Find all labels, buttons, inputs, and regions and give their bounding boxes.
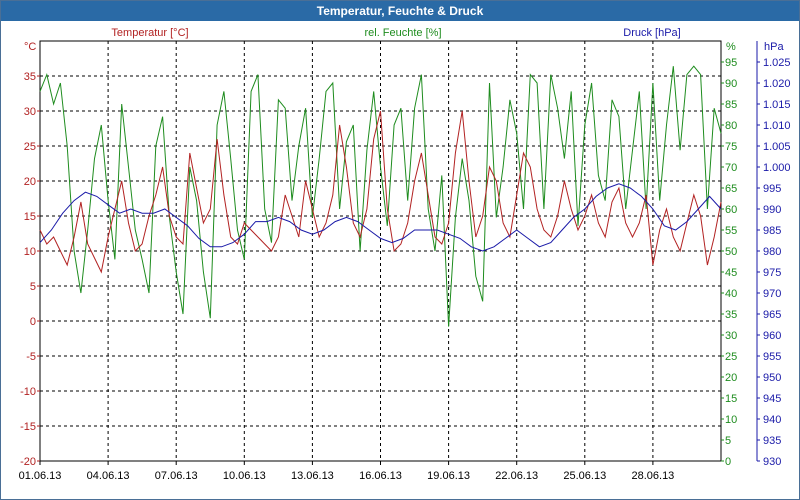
press-tick-label: 930 xyxy=(763,456,781,468)
hum-tick-label: 55 xyxy=(725,225,737,237)
x-tick-label: 22.06.13 xyxy=(495,470,538,482)
hum-tick-label: 0 xyxy=(725,456,731,468)
temp-tick-label: -5 xyxy=(26,351,36,363)
temp-tick-label: -15 xyxy=(20,421,36,433)
hum-tick-label: 25 xyxy=(725,351,737,363)
x-tick-label: 04.06.13 xyxy=(87,470,130,482)
hum-tick-label: 90 xyxy=(725,78,737,90)
x-tick-label: 01.06.13 xyxy=(19,470,62,482)
hum-tick-label: 60 xyxy=(725,204,737,216)
humidity-unit-label: % xyxy=(726,41,736,53)
hum-series-line xyxy=(39,65,722,327)
pressure-axis: 1.025 1.020 1.015 1.010 1.005 1.000 995 990 985 9… xyxy=(756,41,791,468)
series-group xyxy=(39,65,722,327)
hum-tick-label: 30 xyxy=(725,330,737,342)
temp-tick-label: 15 xyxy=(24,211,36,223)
temperature-axis-title: Temperatur [°C] xyxy=(111,27,188,39)
x-tick-label: 28.06.13 xyxy=(631,470,674,482)
hum-tick-label: 45 xyxy=(725,267,737,279)
press-tick-label: 1.020 xyxy=(763,78,791,90)
press-tick-label: 1.000 xyxy=(763,162,791,174)
x-tick-label: 10.06.13 xyxy=(223,470,266,482)
temp-series-line xyxy=(39,110,722,274)
temperature-axis: 35 30 25 20 15 10 5 0 -5 -10 -15 -20 xyxy=(20,71,40,468)
hum-tick-label: 20 xyxy=(725,372,737,384)
press-tick-label: 1.015 xyxy=(763,99,791,111)
press-tick-label: 940 xyxy=(763,414,781,426)
press-tick-label: 1.025 xyxy=(763,57,791,69)
temp-tick-label: 20 xyxy=(24,176,36,188)
press-tick-label: 985 xyxy=(763,225,781,237)
grid-lines xyxy=(40,41,721,461)
press-tick-label: 980 xyxy=(763,246,781,258)
temp-tick-label: 30 xyxy=(24,106,36,118)
hum-tick-label: 70 xyxy=(725,162,737,174)
hum-tick-label: 95 xyxy=(725,57,737,69)
x-axis: 01.06.13 04.06.13 07.06.13 10.06.13 13.06.13… xyxy=(19,461,674,482)
hum-tick-label: 80 xyxy=(725,120,737,132)
hum-tick-label: 5 xyxy=(725,435,731,447)
x-tick-label: 25.06.13 xyxy=(563,470,606,482)
press-tick-label: 945 xyxy=(763,393,781,405)
hum-tick-label: 15 xyxy=(725,393,737,405)
press-tick-label: 960 xyxy=(763,330,781,342)
temp-tick-label: 0 xyxy=(30,316,36,328)
press-tick-label: 1.010 xyxy=(763,120,791,132)
press-tick-label: 965 xyxy=(763,309,781,321)
hum-tick-label: 10 xyxy=(725,414,737,426)
press-tick-label: 1.005 xyxy=(763,141,791,153)
hum-tick-label: 85 xyxy=(725,99,737,111)
press-tick-label: 975 xyxy=(763,267,781,279)
temp-tick-label: 25 xyxy=(24,141,36,153)
x-tick-label: 16.06.13 xyxy=(359,470,402,482)
temp-tick-label: 10 xyxy=(24,246,36,258)
press-tick-label: 955 xyxy=(763,351,781,363)
x-tick-label: 07.06.13 xyxy=(155,470,198,482)
pressure-axis-title: Druck [hPa] xyxy=(623,27,680,39)
hum-tick-label: 40 xyxy=(725,288,737,300)
press-tick-label: 995 xyxy=(763,183,781,195)
hum-tick-label: 75 xyxy=(725,141,737,153)
temp-tick-label: 35 xyxy=(24,71,36,83)
press-tick-label: 950 xyxy=(763,372,781,384)
press-tick-label: 935 xyxy=(763,435,781,447)
temp-tick-label: -10 xyxy=(20,386,36,398)
humidity-axis-title: rel. Feuchte [%] xyxy=(364,27,441,39)
hum-tick-label: 35 xyxy=(725,309,737,321)
press-tick-label: 970 xyxy=(763,288,781,300)
temp-tick-label: -20 xyxy=(20,456,36,468)
pressure-unit-label: hPa xyxy=(764,41,784,53)
hum-tick-label: 65 xyxy=(725,183,737,195)
window-title: Temperatur, Feuchte & Druck xyxy=(1,1,799,21)
x-tick-label: 19.06.13 xyxy=(427,470,470,482)
temp-tick-label: 5 xyxy=(30,281,36,293)
temperature-unit-label: °C xyxy=(24,41,36,53)
hum-tick-label: 50 xyxy=(725,246,737,258)
press-series-line xyxy=(39,183,722,252)
press-tick-label: 990 xyxy=(763,204,781,216)
x-tick-label: 13.06.13 xyxy=(291,470,334,482)
